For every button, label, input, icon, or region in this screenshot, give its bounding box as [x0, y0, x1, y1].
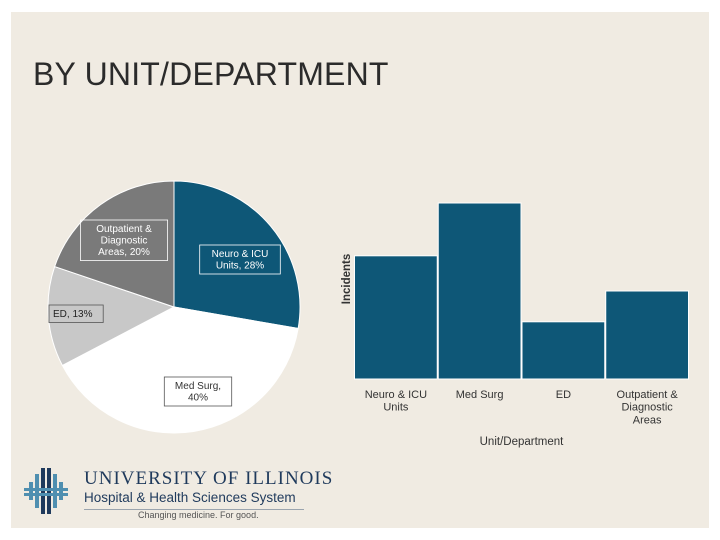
university-logo: UNIVERSITY OF ILLINOIS Hospital & Health… — [24, 466, 332, 522]
pie-slice — [61, 306, 299, 434]
pie-label-box — [199, 244, 281, 275]
bar — [437, 202, 522, 380]
x-tick-label: ED — [556, 389, 571, 401]
university-mark-icon — [24, 468, 68, 514]
pie-label-box — [80, 219, 168, 261]
bar — [605, 290, 689, 380]
bar — [521, 321, 606, 380]
bar-chart: Neuro & ICU Units Med Surg ED Outpatient & Di… — [341, 202, 689, 448]
bar — [354, 255, 438, 380]
pie-slice — [54, 180, 175, 308]
logo-subtitle: Hospital & Health Sciences System — [84, 490, 296, 505]
y-axis-label: Incidents — [341, 254, 353, 304]
pie-label-box — [163, 376, 233, 407]
pie-chart: Neuro & ICU Units, 28% Med Surg, 40% ED, 13%… — [47, 180, 301, 434]
x-tick-label: Neuro & ICU Units — [365, 389, 427, 414]
pie-slice-label: Outpatient & Diagnostic Areas, 20% — [96, 224, 152, 258]
pie-slice — [173, 180, 301, 330]
pie-slice-label: ED, 13% — [53, 309, 93, 320]
pie-label-box — [48, 304, 104, 323]
logo-tagline: Changing medicine. For good. — [134, 510, 263, 520]
pie-slice — [47, 265, 176, 367]
pie-slice-label: Neuro & ICU Units, 28% — [212, 249, 269, 272]
x-tick-label: Outpatient & Diagnostic Areas — [617, 389, 679, 426]
logo-divider — [84, 509, 304, 510]
slide-title: BY UNIT/DEPARTMENT — [33, 56, 389, 92]
x-axis-label: Unit/Department — [480, 436, 565, 448]
logo-university-name: UNIVERSITY OF ILLINOIS — [84, 468, 334, 489]
pie-slice-label: Med Surg, 40% — [175, 381, 221, 404]
x-tick-label: Med Surg — [456, 389, 504, 401]
